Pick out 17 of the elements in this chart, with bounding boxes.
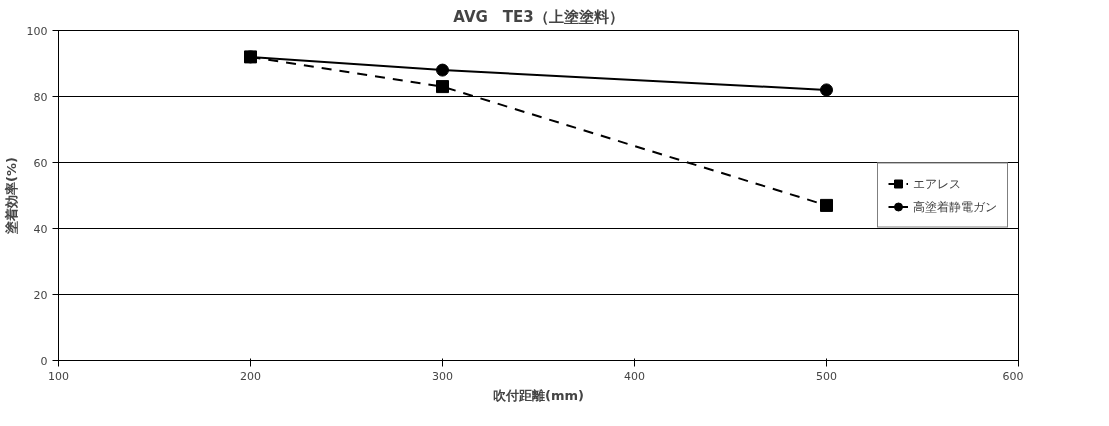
chart-title: AVG TE3（上塗塗料）: [453, 7, 624, 26]
x-tick-label: 300: [432, 369, 453, 383]
legend-label: エアレス: [913, 175, 961, 192]
x-tick-label: 400: [624, 369, 645, 383]
y-tick-label: 40: [33, 222, 48, 236]
x-tick-label: 500: [816, 369, 837, 383]
y-tick-label: 60: [33, 156, 48, 170]
x-axis-title: 吹付距離(mm): [493, 387, 584, 403]
y-tick-label: 100: [26, 24, 48, 38]
x-tick-label: 200: [240, 369, 261, 383]
y-tick-label: 0: [40, 354, 48, 368]
y-tick-label: 80: [33, 90, 48, 104]
x-tick-label: 100: [48, 369, 69, 383]
y-axis-title: 塗着効率(%): [3, 157, 19, 235]
x-tick-label: 600: [1002, 369, 1024, 383]
y-tick-label: 20: [33, 288, 48, 302]
legend-label: 高塗着静電ガン: [913, 198, 997, 215]
